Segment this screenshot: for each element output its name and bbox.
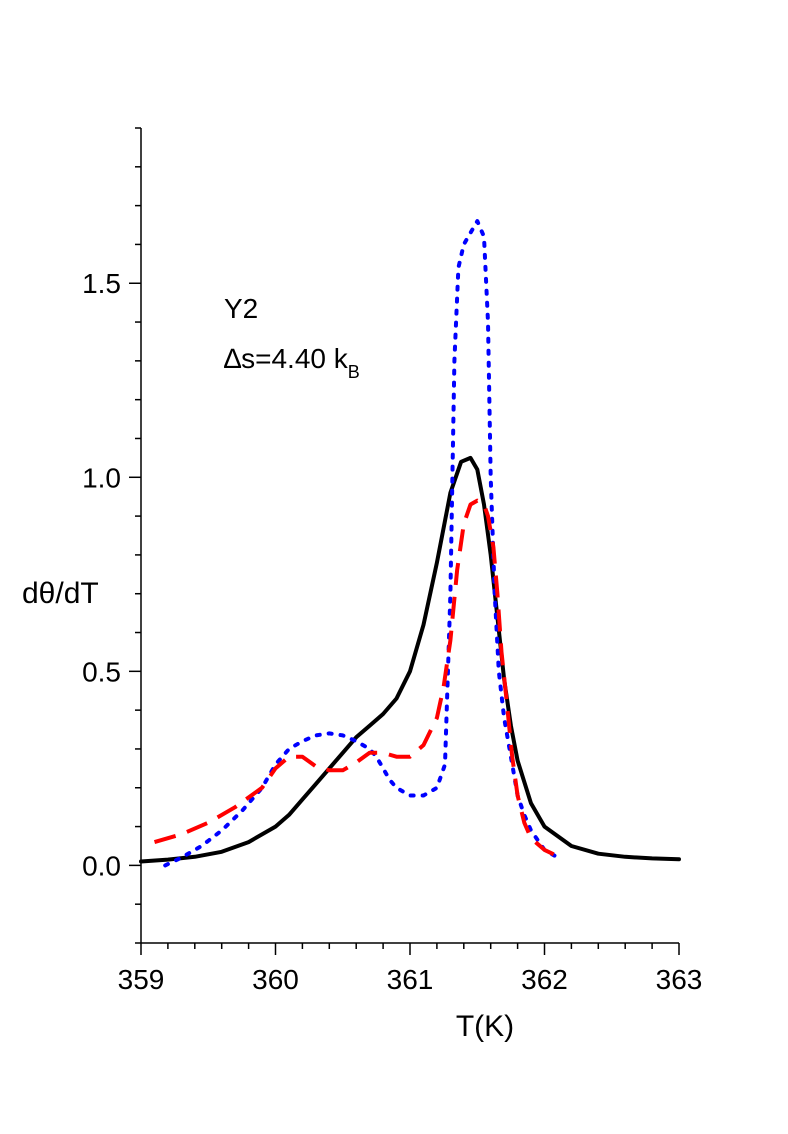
x-tick-label: 359 [118,964,165,995]
annotation-title: Y2 [224,293,258,324]
annotation-delta-s-subscript: B [348,362,360,382]
series-line-dashed [153,498,562,860]
x-axis-label: T(K) [456,1010,514,1043]
series-layer [139,219,681,868]
y-tick-label: 0.0 [82,850,121,881]
y-tick-label: 1.0 [82,462,121,493]
y-tick-label: 0.5 [82,656,121,687]
y-axis-label: dθ/dT [22,577,99,610]
x-tick-label: 360 [252,964,299,995]
x-tick-label: 362 [521,964,568,995]
y-tick-label: 1.5 [82,268,121,299]
x-ticks: 359 360 361 362 363 [118,943,703,995]
annotation-delta-s-main: ∆s=4.40 k [224,343,349,374]
x-tick-label: 363 [656,964,703,995]
series-line-solid [139,455,681,864]
annotation-delta-s: ∆s=4.40 kB [224,343,360,382]
axes: 359 360 361 362 363 0.0 0.5 1.0 1.5 [82,127,703,995]
x-tick-label: 361 [387,964,434,995]
y-ticks: 0.0 0.5 1.0 1.5 [82,127,141,944]
annotation: Y2 ∆s=4.40 kB [224,293,360,382]
